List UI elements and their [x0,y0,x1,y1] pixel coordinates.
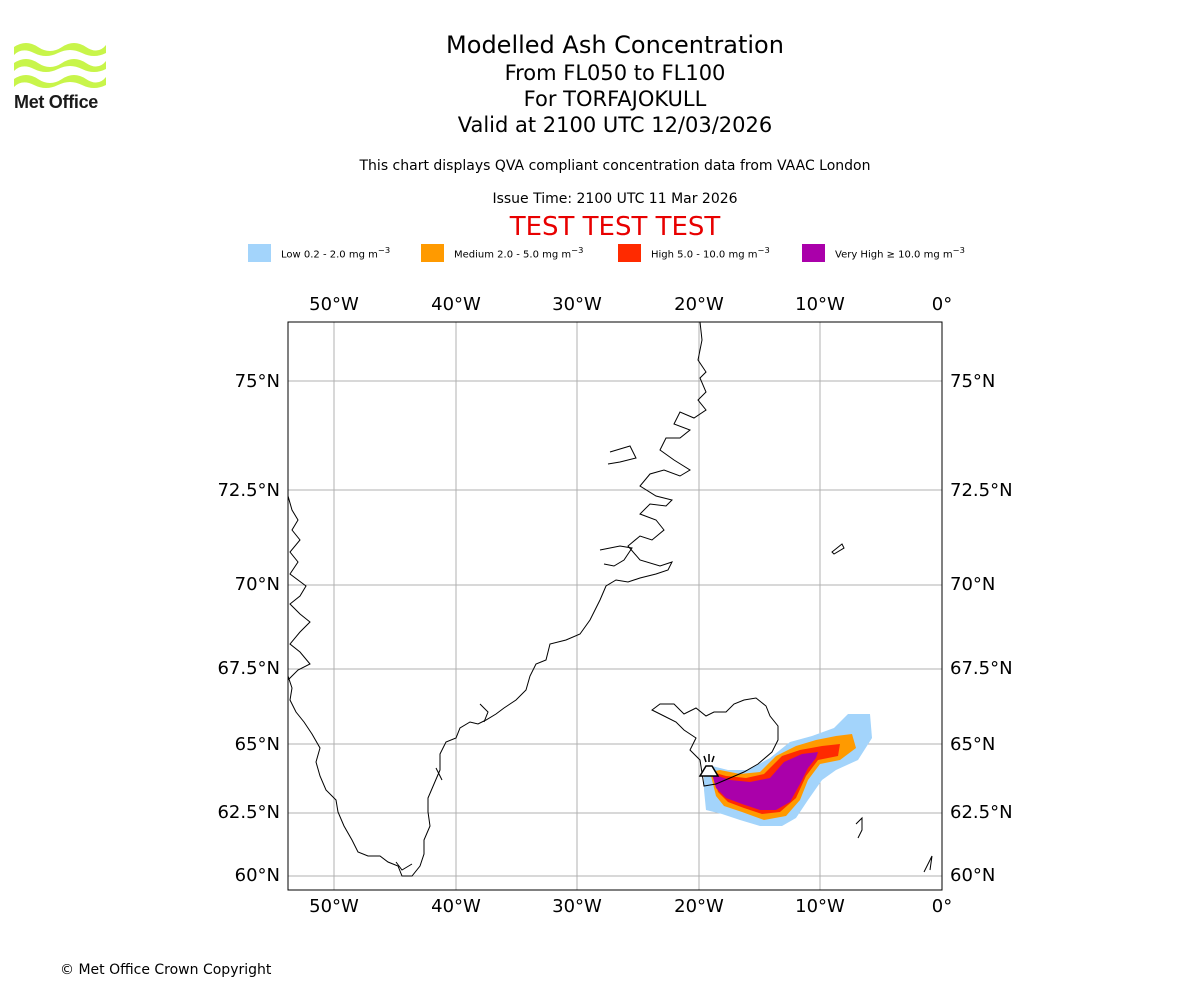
lon-label-50w: 50°W [309,896,359,917]
lat-label-75n: 75°N [235,371,280,392]
issue-time: Issue Time: 2100 UTC 11 Mar 2026 [492,191,738,207]
lat-label-65n: 65°N [950,734,995,755]
lon-label-20w: 20°W [674,294,724,315]
logo-text: Met Office [14,92,99,112]
lon-label-10w: 10°W [795,294,845,315]
lat-label-70n: 70°N [950,574,995,595]
coast-greenland-east [288,322,707,877]
legend-label-high: High 5.0 - 10.0 mg m [651,249,758,261]
lon-label-30w: 30°W [552,294,602,315]
lat-labels-left: 75°N 72.5°N 70°N 67.5°N 65°N 62.5°N 60°N [217,371,280,886]
test-banner: TEST TEST TEST [509,212,721,242]
lat-label-60n: 60°N [235,865,280,886]
coastlines [288,322,933,877]
lon-label-0: 0° [932,896,952,917]
lat-label-67-5n: 67.5°N [217,658,280,679]
legend-swatch-medium [421,244,444,262]
lat-label-72-5n: 72.5°N [217,480,280,501]
coast-faroe [855,816,863,839]
lon-labels-bottom: 50°W 40°W 30°W 20°W 10°W 0° [309,896,952,917]
legend-unit: −3 [757,245,770,256]
copyright: © Met Office Crown Copyright [60,962,272,978]
lon-labels-top: 50°W 40°W 30°W 20°W 10°W 0° [309,294,952,315]
ash-very-high [712,752,818,810]
legend-label-low: Low 0.2 - 2.0 mg m [281,249,378,261]
legend: Low 0.2 - 2.0 mg m−3 Medium 2.0 - 5.0 mg… [0,244,1200,264]
lat-label-65n: 65°N [235,734,280,755]
legend-item-medium: Medium 2.0 - 5.0 mg m−3 [421,244,583,262]
lon-label-20w: 20°W [674,896,724,917]
legend-swatch-high [618,244,641,262]
coast-greenland-fjords [288,445,637,871]
map-frame [287,321,943,891]
chart-title: Modelled Ash Concentration [446,31,784,59]
lat-label-62-5n: 62.5°N [217,802,280,823]
ash-plume [704,714,872,826]
legend-unit: −3 [571,245,584,256]
lat-label-75n: 75°N [950,371,995,392]
legend-swatch-very-high [802,244,825,262]
legend-item-high: High 5.0 - 10.0 mg m−3 [618,244,770,262]
volcano-name: For TORFAJOKULL [523,87,707,111]
legend-unit: −3 [377,245,391,256]
legend-label-medium: Medium 2.0 - 5.0 mg m [454,249,572,261]
valid-time: Valid at 2100 UTC 12/03/2026 [457,113,773,137]
legend-label-very-high: Very High ≥ 10.0 mg m [835,249,953,261]
legend-swatch-low [248,244,271,262]
met-office-logo [14,43,106,88]
lon-label-0: 0° [932,294,952,315]
legend-unit: −3 [952,245,965,256]
lat-labels-right: 75°N 72.5°N 70°N 67.5°N 65°N 62.5°N 60°N [950,371,1013,886]
legend-item-very-high: Very High ≥ 10.0 mg m−3 [802,244,965,262]
legend-item-low: Low 0.2 - 2.0 mg m−3 [248,244,390,262]
lon-label-40w: 40°W [431,896,481,917]
lat-label-72-5n: 72.5°N [950,480,1013,501]
lat-label-70n: 70°N [235,574,280,595]
lon-label-50w: 50°W [309,294,359,315]
lon-label-30w: 30°W [552,896,602,917]
lat-label-60n: 60°N [950,865,995,886]
title-block: Modelled Ash Concentration From FL050 to… [300,30,930,138]
coast-iceland [651,697,779,787]
lon-label-40w: 40°W [431,294,481,315]
coast-shetland [923,855,933,873]
compliance-note: This chart displays QVA compliant concen… [359,158,871,174]
lon-label-10w: 10°W [795,896,845,917]
coast-jan-mayen [831,543,845,555]
volcano-icon [698,754,720,777]
lat-label-62-5n: 62.5°N [950,802,1013,823]
flight-levels: From FL050 to FL100 [504,61,726,85]
lat-label-67-5n: 67.5°N [950,658,1013,679]
graticule [288,322,942,890]
